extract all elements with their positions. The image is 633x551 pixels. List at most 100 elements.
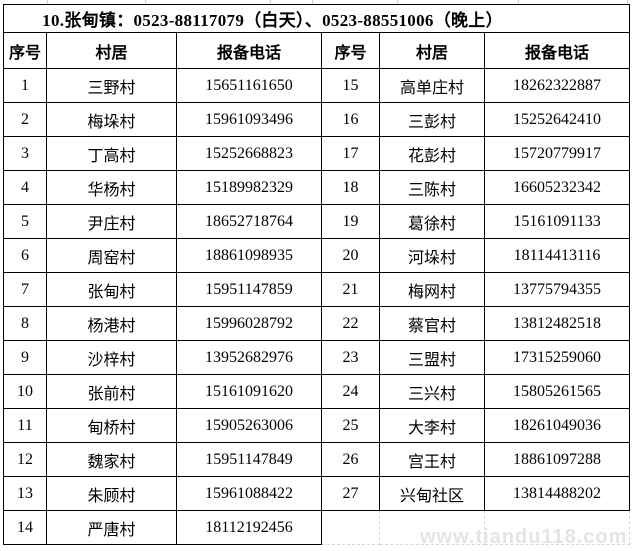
empty-cell — [485, 511, 631, 545]
table-row: 1 三野村 15651161650 15 高单庄村 18262322887 — [3, 69, 631, 103]
village-name-cell: 朱顾村 — [47, 477, 177, 511]
phone-number-cell: 18261049036 — [485, 409, 631, 443]
phone-number-cell: 13814488202 — [485, 477, 631, 511]
row-number-cell: 4 — [3, 171, 47, 205]
col-header-number: 序号 — [3, 33, 47, 69]
table-row: 3 丁高村 15252668823 17 花彭村 15720779917 — [3, 137, 631, 171]
row-number-cell: 9 — [3, 341, 47, 375]
row-number-cell: 7 — [3, 273, 47, 307]
phone-number-cell: 15961093496 — [177, 103, 322, 137]
phone-number-cell: 15161091133 — [485, 205, 631, 239]
phone-number-cell: 18114413116 — [485, 239, 631, 273]
phone-number-cell: 18861098935 — [177, 239, 322, 273]
table-row: 8 杨港村 15996028792 22 蔡官村 13812482518 — [3, 307, 631, 341]
table-row: 14 严唐村 18112192456 — [3, 511, 631, 545]
village-name-cell: 张甸村 — [47, 273, 177, 307]
empty-cell — [380, 511, 485, 545]
row-number-cell: 20 — [322, 239, 380, 273]
village-name-cell: 花彭村 — [380, 137, 485, 171]
phone-number-cell: 15189982329 — [177, 171, 322, 205]
gridline-tick — [518, 0, 519, 4]
row-number-cell: 16 — [322, 103, 380, 137]
phone-number-cell: 18262322887 — [485, 69, 631, 103]
row-number-cell: 19 — [322, 205, 380, 239]
phone-number-cell: 15720779917 — [485, 137, 631, 171]
row-number-cell: 26 — [322, 443, 380, 477]
row-number-cell: 15 — [322, 69, 380, 103]
table-row: 12 魏家村 15951147849 26 宫王村 18861097288 — [3, 443, 631, 477]
village-name-cell: 杨港村 — [47, 307, 177, 341]
col-header-phone: 报备电话 — [485, 33, 631, 69]
contact-table: 10.张甸镇：0523-88117079（白天）、0523-88551006（晚… — [3, 4, 631, 545]
phone-number-cell: 15996028792 — [177, 307, 322, 341]
phone-number-cell: 15905263006 — [177, 409, 322, 443]
phone-number-cell: 17315259060 — [485, 341, 631, 375]
empty-cell — [322, 511, 380, 545]
phone-number-cell: 15961088422 — [177, 477, 322, 511]
row-number-cell: 24 — [322, 375, 380, 409]
village-name-cell: 严唐村 — [47, 511, 177, 545]
village-name-cell: 丁高村 — [47, 137, 177, 171]
table-row: 2 梅垛村 15961093496 16 三彭村 15252642410 — [3, 103, 631, 137]
row-number-cell: 13 — [3, 477, 47, 511]
village-name-cell: 三兴村 — [380, 375, 485, 409]
phone-number-cell: 15951147859 — [177, 273, 322, 307]
col-header-phone: 报备电话 — [177, 33, 322, 69]
village-name-cell: 张前村 — [47, 375, 177, 409]
phone-number-cell: 18861097288 — [485, 443, 631, 477]
table-row: 7 张甸村 15951147859 21 梅网村 13775794355 — [3, 273, 631, 307]
table-row: 4 华杨村 15189982329 18 三陈村 16605232342 — [3, 171, 631, 205]
village-name-cell: 三盟村 — [380, 341, 485, 375]
village-name-cell: 三野村 — [47, 69, 177, 103]
col-header-number: 序号 — [322, 33, 380, 69]
phone-number-cell: 18652718764 — [177, 205, 322, 239]
village-name-cell: 葛徐村 — [380, 205, 485, 239]
gridline-tick — [627, 0, 628, 4]
village-name-cell: 梅网村 — [380, 273, 485, 307]
row-number-cell: 11 — [3, 409, 47, 443]
phone-number-cell: 13952682976 — [177, 341, 322, 375]
col-header-village: 村居 — [47, 33, 177, 69]
phone-number-cell: 15951147849 — [177, 443, 322, 477]
header-row: 序号 村居 报备电话 序号 村居 报备电话 — [3, 33, 631, 69]
table-row: 13 朱顾村 15961088422 27 兴甸社区 13814488202 — [3, 477, 631, 511]
row-number-cell: 2 — [3, 103, 47, 137]
row-number-cell: 18 — [322, 171, 380, 205]
village-name-cell: 宫王村 — [380, 443, 485, 477]
row-number-cell: 6 — [3, 239, 47, 273]
gridline-tick — [312, 0, 313, 4]
gridline-tick — [145, 0, 146, 4]
row-number-cell: 10 — [3, 375, 47, 409]
phone-number-cell: 15252668823 — [177, 137, 322, 171]
phone-number-cell: 15252642410 — [485, 103, 631, 137]
table-row: 5 尹庄村 18652718764 19 葛徐村 15161091133 — [3, 205, 631, 239]
row-number-cell: 25 — [322, 409, 380, 443]
row-number-cell: 21 — [322, 273, 380, 307]
phone-number-cell: 15161091620 — [177, 375, 322, 409]
phone-number-cell: 18112192456 — [177, 511, 322, 545]
table-title: 10.张甸镇：0523-88117079（白天）、0523-88551006（晚… — [3, 4, 631, 33]
village-name-cell: 甸桥村 — [47, 409, 177, 443]
row-number-cell: 3 — [3, 137, 47, 171]
row-number-cell: 12 — [3, 443, 47, 477]
village-name-cell: 三陈村 — [380, 171, 485, 205]
village-name-cell: 兴甸社区 — [380, 477, 485, 511]
village-name-cell: 魏家村 — [47, 443, 177, 477]
village-name-cell: 尹庄村 — [47, 205, 177, 239]
phone-number-cell: 16605232342 — [485, 171, 631, 205]
village-name-cell: 高单庄村 — [380, 69, 485, 103]
phone-number-cell: 15805261565 — [485, 375, 631, 409]
gridline-tick — [47, 0, 48, 4]
row-number-cell: 27 — [322, 477, 380, 511]
village-name-cell: 三彭村 — [380, 103, 485, 137]
village-name-cell: 大李村 — [380, 409, 485, 443]
row-number-cell: 17 — [322, 137, 380, 171]
phone-number-cell: 13812482518 — [485, 307, 631, 341]
village-name-cell: 河垛村 — [380, 239, 485, 273]
village-name-cell: 华杨村 — [47, 171, 177, 205]
table-row: 11 甸桥村 15905263006 25 大李村 18261049036 — [3, 409, 631, 443]
row-number-cell: 14 — [3, 511, 47, 545]
col-header-village: 村居 — [380, 33, 485, 69]
row-number-cell: 5 — [3, 205, 47, 239]
